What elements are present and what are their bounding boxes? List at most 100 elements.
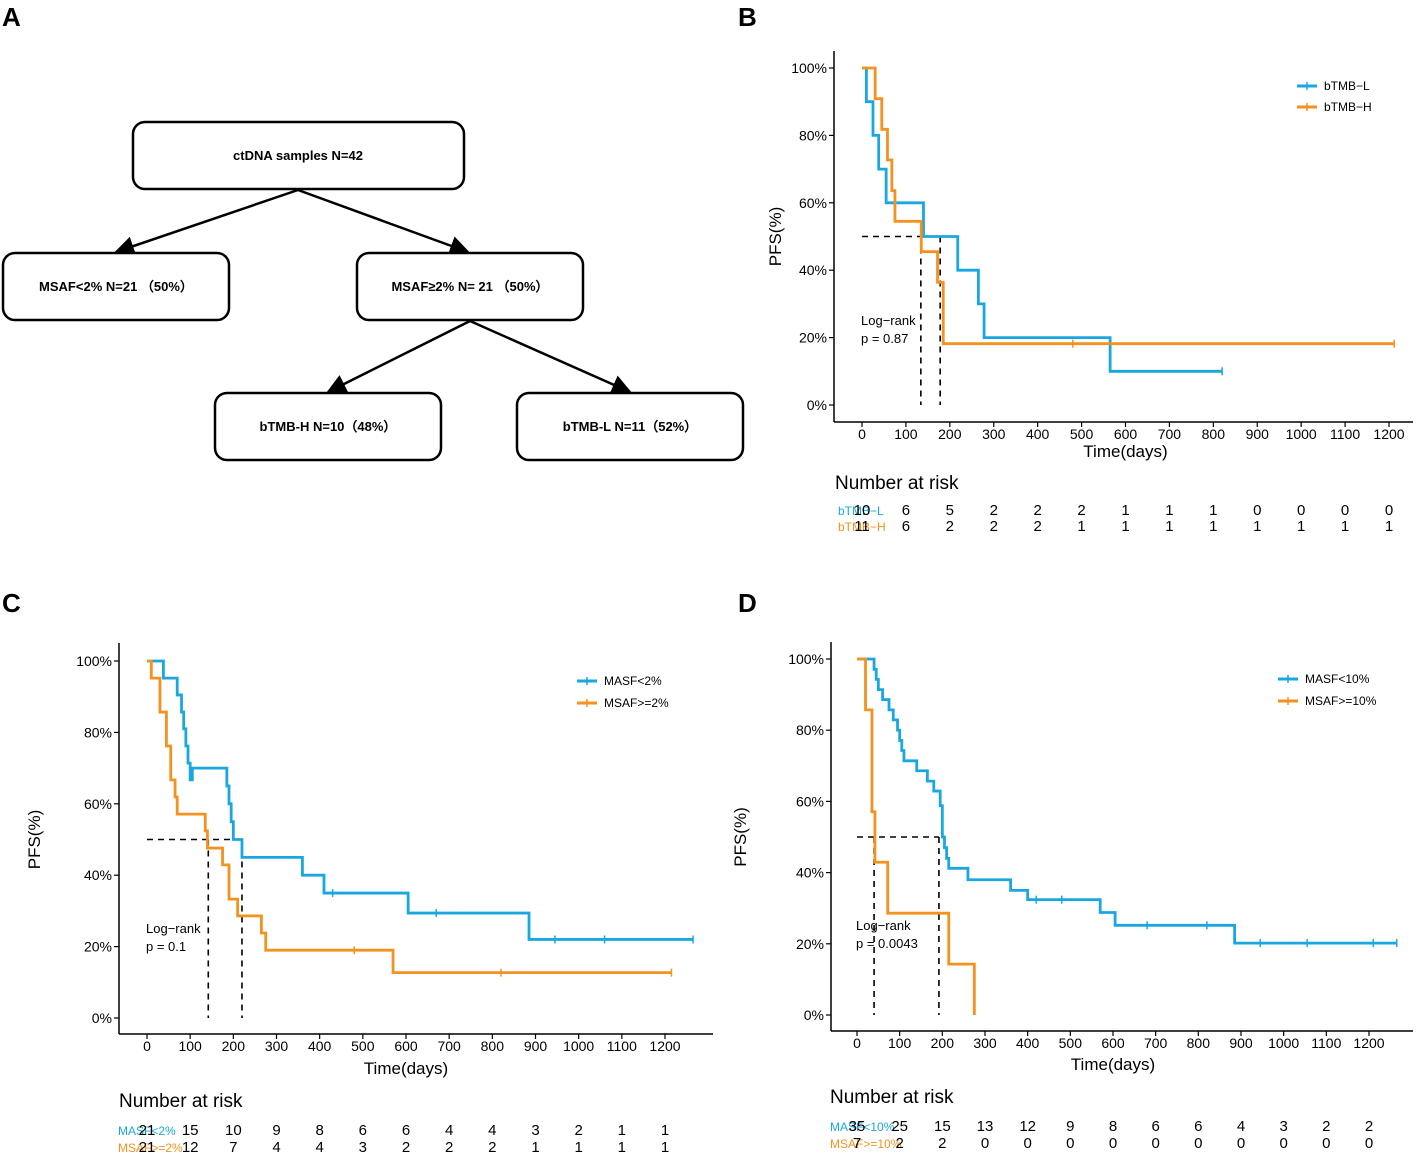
km-plot-b: 0%20%40%60%80%100%0 100 200 300 400 500 600 700… bbox=[766, 51, 1413, 535]
x-axis-label: Time(days) bbox=[1083, 442, 1167, 461]
risk-value: 2 bbox=[990, 502, 998, 519]
risk-value: 12 bbox=[1019, 1118, 1036, 1135]
risk-row-label: MASF<10% bbox=[830, 1120, 895, 1134]
risk-value: 6 bbox=[359, 1122, 367, 1139]
box-bottom-right bbox=[515, 391, 745, 462]
risk-value: 8 bbox=[315, 1122, 323, 1139]
x-tick-label: 500 bbox=[1070, 426, 1094, 442]
panel-label-b: B bbox=[738, 2, 757, 32]
risk-value: 4 bbox=[488, 1122, 496, 1139]
arrow-root-right bbox=[297, 188, 470, 256]
x-tick-label: 900 bbox=[524, 1038, 548, 1054]
risk-value: 9 bbox=[272, 1122, 280, 1139]
x-tick-label: 700 bbox=[1144, 1035, 1168, 1051]
risk-value: 2 bbox=[1033, 502, 1041, 519]
y-tick-label: 80% bbox=[796, 722, 824, 738]
x-tick-label: 400 bbox=[1016, 1035, 1040, 1051]
risk-value: 0 bbox=[1066, 1135, 1074, 1152]
risk-value: 7 bbox=[853, 1135, 861, 1152]
risk-value: 6 bbox=[1151, 1118, 1159, 1135]
x-axis-label: Time(days) bbox=[1071, 1055, 1155, 1074]
x-tick-label: 700 bbox=[437, 1038, 461, 1054]
risk-value: 1 bbox=[661, 1139, 669, 1156]
risk-value: 7 bbox=[229, 1139, 237, 1156]
panel-label-d: D bbox=[738, 588, 757, 618]
y-tick-label: 60% bbox=[796, 793, 824, 809]
x-tick-label: 1000 bbox=[1286, 426, 1317, 442]
legend-label: bTMB−H bbox=[1324, 100, 1372, 114]
risk-value: 2 bbox=[488, 1139, 496, 1156]
risk-value: 1 bbox=[618, 1139, 626, 1156]
y-axis-label: PFS(%) bbox=[766, 207, 785, 267]
risk-table-title: Number at risk bbox=[835, 473, 959, 494]
risk-value: 2 bbox=[895, 1135, 903, 1152]
y-tick-label: 40% bbox=[799, 262, 827, 278]
legend-label: MASF<2% bbox=[604, 674, 662, 688]
x-tick-label: 1000 bbox=[1268, 1035, 1299, 1051]
y-axis-label: PFS(%) bbox=[731, 807, 750, 867]
risk-value: 35 bbox=[849, 1118, 866, 1135]
risk-value: 0 bbox=[1385, 502, 1393, 519]
x-tick-label: 800 bbox=[1202, 426, 1226, 442]
risk-value: 8 bbox=[1109, 1118, 1117, 1135]
flowchart: ctDNA samples N=42 MSAF<2% N=21 （50%） MS… bbox=[1, 120, 745, 462]
risk-value: 12 bbox=[182, 1139, 199, 1156]
risk-value: 2 bbox=[574, 1122, 582, 1139]
risk-value: 1 bbox=[1121, 518, 1129, 535]
risk-table-title: Number at risk bbox=[119, 1091, 243, 1112]
risk-value: 13 bbox=[977, 1118, 994, 1135]
x-tick-label: 1100 bbox=[1311, 1035, 1341, 1051]
risk-value: 2 bbox=[1077, 502, 1085, 519]
risk-value: 15 bbox=[182, 1122, 199, 1139]
risk-value: 1 bbox=[661, 1122, 669, 1139]
risk-value: 1 bbox=[1121, 502, 1129, 519]
x-tick-label: 300 bbox=[973, 1035, 997, 1051]
risk-value: 0 bbox=[1322, 1135, 1330, 1152]
legend-label: MASF<10% bbox=[1305, 672, 1370, 686]
x-tick-label: 600 bbox=[394, 1038, 418, 1054]
risk-row-label: MASF<2% bbox=[118, 1124, 176, 1138]
risk-value: 0 bbox=[1237, 1135, 1245, 1152]
logrank-annotation: p = 0.1 bbox=[146, 939, 186, 954]
risk-value: 25 bbox=[891, 1118, 908, 1135]
logrank-annotation: p = 0.0043 bbox=[856, 936, 918, 951]
risk-value: 4 bbox=[445, 1122, 453, 1139]
y-tick-label: 60% bbox=[799, 195, 827, 211]
risk-value: 4 bbox=[1237, 1118, 1245, 1135]
y-tick-label: 40% bbox=[796, 865, 824, 881]
risk-value: 0 bbox=[1365, 1135, 1373, 1152]
x-tick-label: 500 bbox=[1059, 1035, 1083, 1051]
arrow-right-bottom-left bbox=[326, 319, 471, 394]
panel-label-c: C bbox=[2, 588, 21, 618]
x-tick-label: 800 bbox=[481, 1038, 505, 1054]
box-left-label: MSAF<2% N=21 （50%） bbox=[39, 279, 193, 294]
box-root bbox=[131, 120, 466, 191]
risk-value: 1 bbox=[1209, 502, 1217, 519]
risk-value: 1 bbox=[1165, 502, 1173, 519]
y-tick-label: 0% bbox=[804, 1007, 824, 1023]
y-tick-label: 20% bbox=[796, 936, 824, 952]
box-bottom-left-label: bTMB-H N=10（48%） bbox=[260, 419, 397, 434]
x-tick-label: 1200 bbox=[649, 1038, 680, 1054]
x-tick-label: 0 bbox=[853, 1035, 861, 1051]
x-tick-label: 1200 bbox=[1353, 1035, 1384, 1051]
risk-value: 6 bbox=[1194, 1118, 1202, 1135]
risk-value: 0 bbox=[981, 1135, 989, 1152]
risk-value: 2 bbox=[946, 518, 954, 535]
logrank-annotation: Log−rank bbox=[856, 918, 911, 933]
x-tick-label: 1100 bbox=[607, 1038, 637, 1054]
box-left bbox=[1, 251, 231, 322]
x-tick-label: 300 bbox=[982, 426, 1006, 442]
risk-value: 0 bbox=[1194, 1135, 1202, 1152]
y-tick-label: 80% bbox=[84, 724, 112, 740]
y-tick-label: 0% bbox=[807, 397, 827, 413]
risk-value: 15 bbox=[934, 1118, 951, 1135]
km-curve-group1 bbox=[147, 659, 694, 941]
x-tick-label: 0 bbox=[143, 1038, 151, 1054]
x-tick-label: 0 bbox=[858, 426, 866, 442]
km-curve-group1 bbox=[857, 657, 1397, 945]
risk-value: 3 bbox=[359, 1139, 367, 1156]
risk-value: 10 bbox=[225, 1122, 242, 1139]
risk-value: 2 bbox=[938, 1135, 946, 1152]
risk-value: 0 bbox=[1279, 1135, 1287, 1152]
